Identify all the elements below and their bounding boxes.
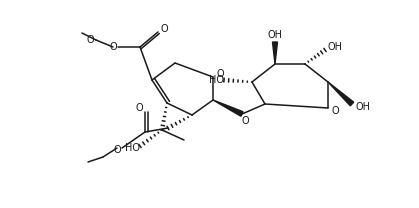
Text: O: O <box>331 106 339 116</box>
Polygon shape <box>272 42 277 64</box>
Text: HO: HO <box>209 75 223 85</box>
Text: O: O <box>160 24 168 34</box>
Text: OH: OH <box>355 102 370 112</box>
Text: HO: HO <box>124 143 140 153</box>
Text: O: O <box>135 103 143 113</box>
Text: O: O <box>216 69 224 79</box>
Text: O: O <box>86 35 94 45</box>
Text: O: O <box>113 145 121 155</box>
Polygon shape <box>213 100 243 116</box>
Text: OH: OH <box>267 30 282 40</box>
Text: O: O <box>241 116 249 126</box>
Text: O: O <box>109 42 117 52</box>
Polygon shape <box>328 82 354 106</box>
Text: OH: OH <box>328 42 342 52</box>
